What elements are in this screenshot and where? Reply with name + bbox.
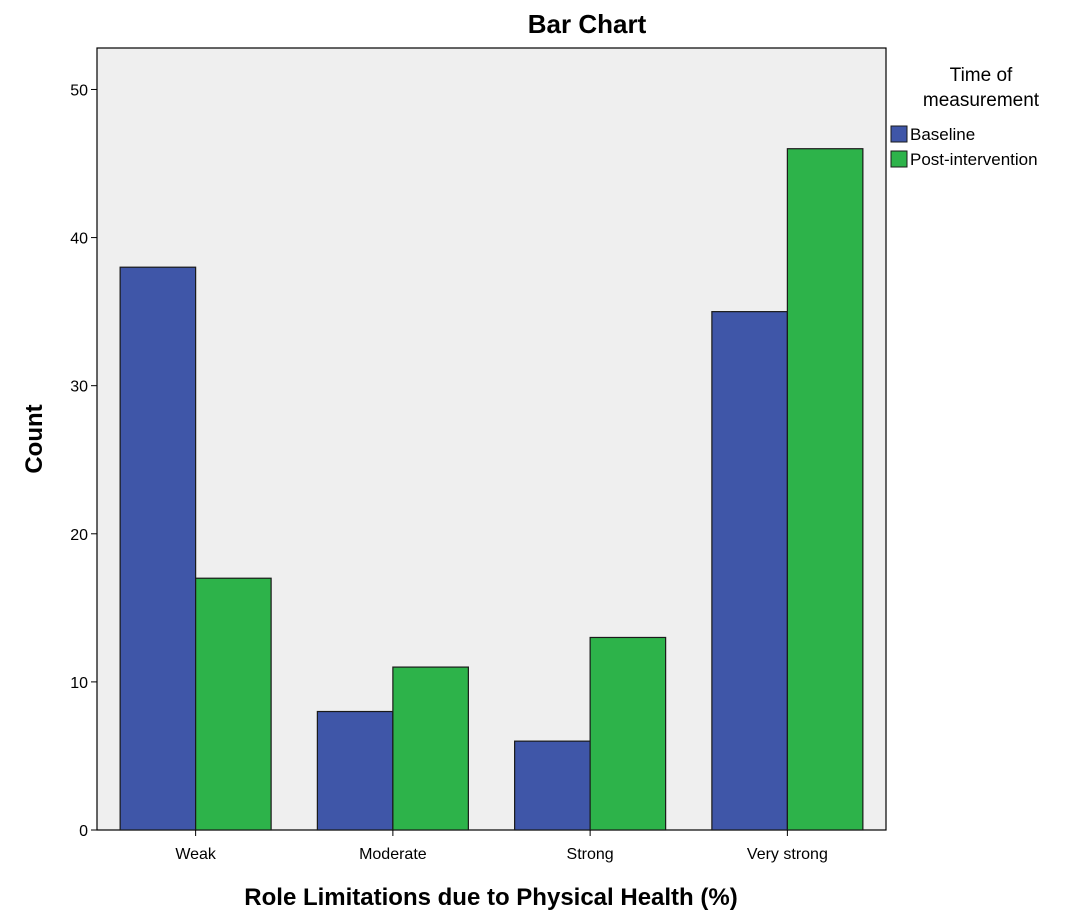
x-axis: Weak Moderate Strong Very strong [175,830,828,863]
bar-post-intervention-strong [589,636,667,831]
chart-title: Bar Chart [528,9,647,39]
legend-label: Post-intervention [910,150,1038,169]
y-axis: 0 10 20 30 40 50 [70,82,97,840]
bar-post-intervention-weak [195,577,272,831]
x-axis-title: Role Limitations due to Physical Health … [244,884,737,911]
legend-title-line2: measurement [923,90,1040,111]
x-tick-label: Strong [567,846,614,863]
legend-label: Baseline [910,125,975,144]
y-tick-label: 40 [70,231,88,248]
legend-swatch [890,150,908,168]
bar-baseline-strong [514,740,591,831]
bar-baseline-very-strong [711,311,788,831]
bars-group [119,148,864,831]
y-tick-label: 20 [70,527,88,544]
y-tick-label: 0 [79,823,88,840]
legend-swatch [890,125,908,143]
legend-items: Baseline Post-intervention [890,125,1038,169]
x-tick-label: Very strong [747,846,828,863]
legend: Time of measurement Baseline Post-interve… [890,65,1040,169]
bar-post-intervention-very-strong [786,148,864,831]
legend-title-line1: Time of [950,65,1013,86]
bar-baseline-moderate [316,710,394,831]
y-tick-label: 50 [70,82,88,99]
x-tick-label: Weak [175,846,217,863]
x-tick-label: Moderate [359,846,427,863]
bar-post-intervention-moderate [392,666,469,831]
y-tick-label: 10 [70,675,88,692]
y-axis-title: Count [21,404,48,473]
y-tick-label: 30 [70,379,88,396]
bar-baseline-weak [119,266,197,831]
